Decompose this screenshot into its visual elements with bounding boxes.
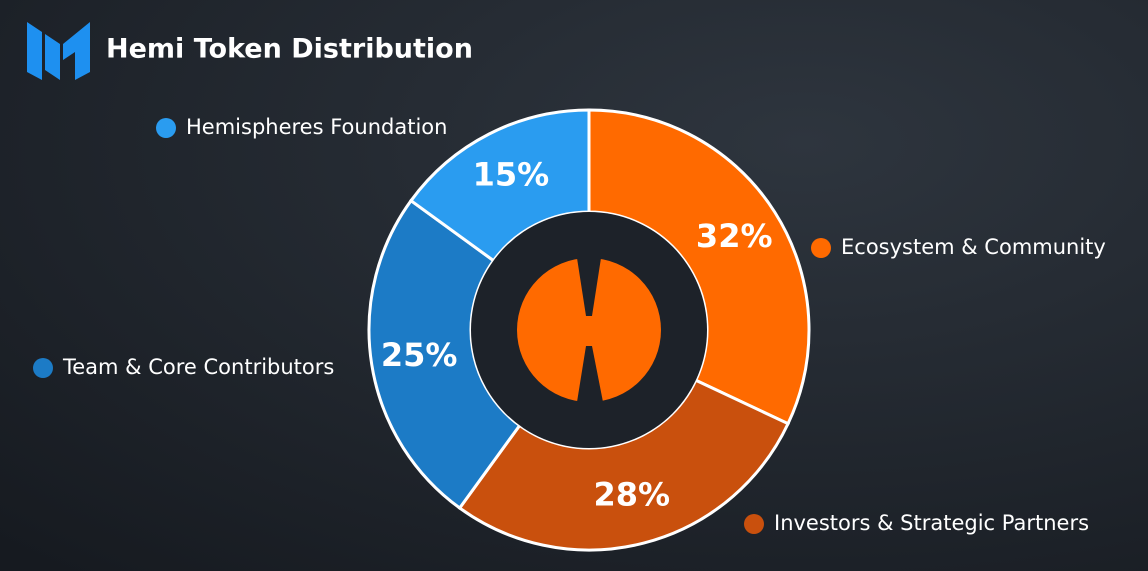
slice-label: 28% [593,476,670,514]
legend-label: Investors & Strategic Partners [774,511,1089,535]
legend-marker [811,238,831,258]
brand-logo [27,22,90,80]
slice [408,108,591,263]
legend-label: Ecosystem & Community [841,235,1106,259]
slice-label: 15% [473,156,550,194]
slice-label: 32% [696,217,773,255]
legend-marker [744,514,764,534]
legend-marker [33,358,53,378]
legend-label: Team & Core Contributors [62,355,334,379]
chart-title: Hemi Token Distribution [106,34,473,65]
legend-label: Hemispheres Foundation [186,115,447,139]
legend-marker [156,118,176,138]
center-logo [517,258,661,402]
pie: 32% 28% 25% 15% [367,108,811,552]
slice-label: 25% [381,336,458,374]
